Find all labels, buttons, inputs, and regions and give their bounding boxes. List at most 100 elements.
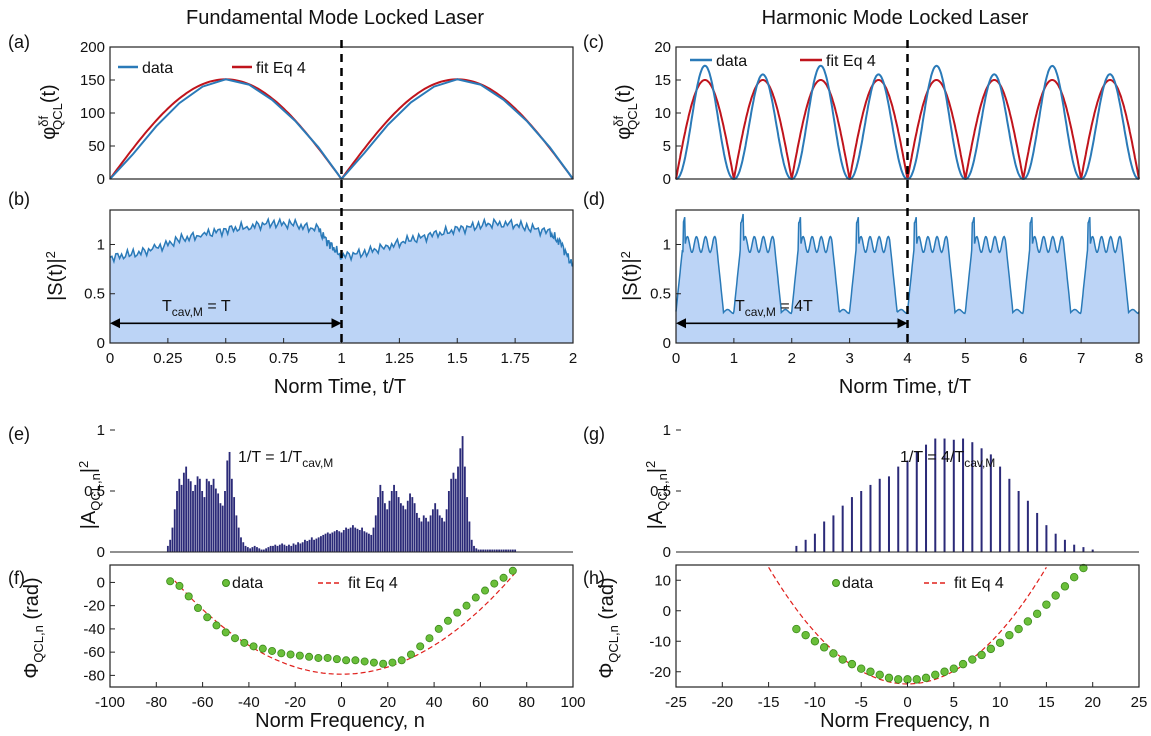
bar-e <box>397 497 400 552</box>
panel-a-ytick-label: 150 <box>80 72 105 89</box>
panel-h-ytick-label: 10 <box>654 572 671 589</box>
bar-e <box>345 527 347 552</box>
data-point-h <box>1060 582 1070 591</box>
bar-e <box>281 543 284 552</box>
bar-e <box>166 545 169 552</box>
bar-e <box>452 472 455 552</box>
bar-g <box>989 454 992 552</box>
bar-e <box>274 544 277 552</box>
panel-b-xtick-label: 0.5 <box>215 350 236 367</box>
data-point-f <box>268 646 277 655</box>
legend-f-data-marker <box>222 579 230 587</box>
period-arrow-d-left-head <box>676 318 686 329</box>
data-point-f <box>397 656 406 665</box>
bar-e <box>294 544 297 552</box>
panel-g-ytick-label: 1 <box>663 422 671 439</box>
bar-e <box>304 539 306 552</box>
bar-e <box>228 451 231 552</box>
bar-e <box>466 497 469 552</box>
bar-g <box>878 478 881 552</box>
bar-e <box>358 530 361 552</box>
panel-f-xtick-label: -60 <box>192 694 214 711</box>
panel-d-xtick-label: 8 <box>1135 350 1143 367</box>
panel-b-ytick-label: 0.5 <box>84 286 105 303</box>
bar-g <box>934 438 937 552</box>
panel-letter-d: (d) <box>583 189 605 209</box>
legend-h-data-marker <box>832 579 840 587</box>
panel-f-phase-spectrum: -80 -60 -40 -20 0 -100 -80 -60 -40 -20 0 20 40 60 80 10… <box>83 564 586 711</box>
bar-e <box>340 532 343 552</box>
data-point-f <box>175 581 184 590</box>
bar-e <box>317 537 320 552</box>
data-point-f <box>351 656 360 665</box>
bar-e <box>489 549 491 552</box>
data-point-f <box>360 657 369 666</box>
bar-e <box>347 528 350 552</box>
bar-g <box>980 448 983 552</box>
bar-g <box>952 439 955 552</box>
bar-e <box>436 509 439 552</box>
bar-e <box>413 503 416 552</box>
area-fill-d <box>676 214 1139 343</box>
bar-g <box>1045 525 1048 552</box>
bar-g <box>971 442 974 552</box>
data-point-h <box>1032 609 1042 618</box>
bar-e <box>219 503 222 552</box>
bar-e <box>276 545 279 552</box>
panel-f-ytick-label: -60 <box>83 644 105 661</box>
xlabel-b: Norm Time, t/T <box>274 376 406 398</box>
data-point-f <box>490 579 499 588</box>
bar-e <box>450 478 453 552</box>
bar-e <box>475 548 478 552</box>
intensity-line-b <box>109 216 574 267</box>
panel-d-ytick-label: 1 <box>663 236 671 253</box>
panel-b-xtick-label: 2 <box>569 350 577 367</box>
bar-e <box>185 466 188 552</box>
panel-g-ytick-label: 0.5 <box>650 483 671 500</box>
ylabel-c: φδfQCL(t) <box>611 84 640 139</box>
data-point-f <box>193 603 202 612</box>
panel-d-xtick-label: 4 <box>903 350 911 367</box>
data-point-h <box>884 673 894 683</box>
bar-e <box>411 497 414 552</box>
bar-e <box>288 544 290 552</box>
panel-letter-g: (g) <box>583 424 605 444</box>
panel-e-amplitude-spectrum: 00.51 <box>84 422 573 561</box>
data-point-f <box>295 651 304 660</box>
bar-e <box>342 530 345 552</box>
data-point-f <box>166 577 175 586</box>
bar-e <box>246 547 249 552</box>
data-point-f <box>406 650 415 659</box>
bar-e <box>292 543 295 552</box>
bar-e <box>176 491 178 552</box>
panel-h-xtick-label: 25 <box>1131 694 1148 711</box>
panel-c-ytick-label: 10 <box>654 105 671 122</box>
bar-e <box>333 531 336 552</box>
panel-b-xtick-label: 0.25 <box>153 350 182 367</box>
panel-c-ytick-label: 20 <box>654 39 671 56</box>
bar-e <box>301 542 304 552</box>
legend-c-fit-label: fit Eq 4 <box>826 53 876 70</box>
bar-e <box>514 549 517 552</box>
bar-e <box>338 531 341 552</box>
bar-e <box>468 521 471 552</box>
bar-e <box>461 436 464 552</box>
panel-d-xtick-label: 2 <box>788 350 796 367</box>
bar-e <box>473 545 475 552</box>
panel-h-phase-spectrum: -20 -10 0 10 -25 -20 -15 -10 -5 0 5 10 15 20 25 <box>649 563 1148 711</box>
annotation-d-period: Tcav,M = 4T <box>735 298 813 319</box>
bar-e <box>447 491 450 552</box>
bar-e <box>372 527 375 552</box>
annotation-e-frequency: 1/T = 1/Tcav,M <box>238 449 333 470</box>
ylabel-h: ΦQCL,n (rad) <box>596 577 621 678</box>
bar-e <box>381 491 384 552</box>
panel-f-xtick-label: -100 <box>95 694 125 711</box>
bar-e <box>415 512 418 552</box>
data-point-h <box>1014 624 1023 634</box>
data-point-h <box>968 655 977 664</box>
panel-d-xtick-label: 5 <box>961 350 969 367</box>
ylabel-b: |S(t)|2 <box>43 251 67 301</box>
bar-e <box>422 515 425 552</box>
bar-e <box>352 525 354 552</box>
bar-e <box>196 476 199 552</box>
